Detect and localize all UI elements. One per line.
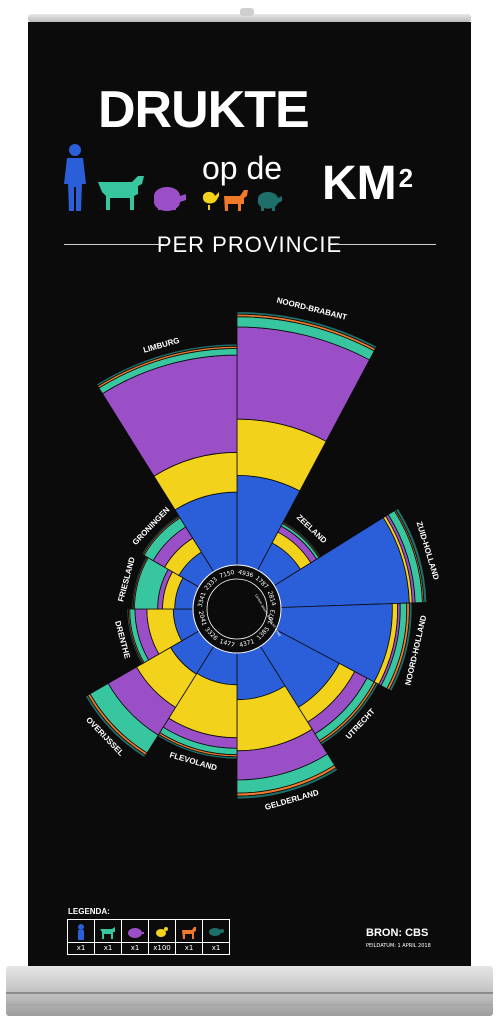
province-total: 7150 [219,569,236,580]
stand-base-line [6,992,493,994]
title-km-text: KM [322,157,397,210]
animal-icons-row [64,144,282,211]
radial-chart: NOORD-BRABANT4936ZEELAND1787ZUID-HOLLAND… [84,296,441,812]
source-label: BRON: CBS [366,927,429,939]
center-hole [206,578,268,640]
legend-multiplier: x1 [176,942,202,952]
legend-title: LEGENDA: [68,907,110,916]
legend-multiplier: x1 [68,942,94,952]
stand-base [6,966,493,1016]
segment-noord-brabant-sheep [236,311,378,350]
province-total: 1477 [219,638,236,649]
legend: x1 x1 x1 x100 x1 x1 [67,919,230,955]
legend-multiplier: x1 [95,942,121,952]
pig-icon [154,187,186,211]
title-op-de: op de [202,150,283,186]
person-icon [64,144,86,211]
segment-drenthe-sheep [126,608,144,665]
chicken-icon [202,191,219,210]
segment-gelderland-sheep [236,767,339,800]
source-date: PEILDATUM: 1 APRIL 2018 [366,943,431,949]
province-total: 3341 [197,591,208,608]
legend-item-chicken: x100 [149,920,176,954]
legend-item-goat: x1 [176,920,203,954]
legend-item-cow: x1 [95,920,122,954]
subtitle-rule-right [336,244,436,245]
province-total: 4936 [237,569,254,580]
segment-noord-holland-sheep [388,602,413,692]
top-rod [28,14,471,22]
subtitle: PER PROVINCIE [156,232,343,257]
title-drukte: DRUKTE [98,81,310,139]
top-rod-knob [240,8,254,16]
legend-item-sheep: x1 [203,920,229,954]
legend-multiplier: x1 [122,942,148,952]
goat-icon [182,927,196,939]
province-total: 2073 [267,609,277,626]
banner: DRUKTE op de KM2 PER PROVINCIE N [28,22,471,968]
segment-overijssel-sheep [84,694,147,758]
pig-icon [128,928,144,938]
legend-multiplier: x100 [149,942,175,952]
legend-multiplier: x1 [203,942,229,952]
title-km-superscript: 2 [398,163,414,193]
segment-zuid-holland-sheep [395,507,428,603]
subtitle-rule-left [64,244,164,245]
person-icon [78,924,84,940]
province-total: 2041 [197,610,208,627]
legend-item-person: x1 [68,920,95,954]
province-total: 2814 [266,590,277,607]
sheep-icon [209,928,224,936]
goat-icon [224,190,248,211]
title-km: KM2 [322,160,413,208]
chicken-icon [156,927,168,937]
segment-limburg-sheep [96,343,238,387]
sheep-icon [257,191,282,211]
center-ring [192,564,282,654]
legend-item-pig: x1 [122,920,149,954]
cow-icon [98,176,144,210]
cow-icon [100,927,115,939]
stand-base-line-lower [6,1004,493,1006]
province-total: 4371 [239,638,256,649]
